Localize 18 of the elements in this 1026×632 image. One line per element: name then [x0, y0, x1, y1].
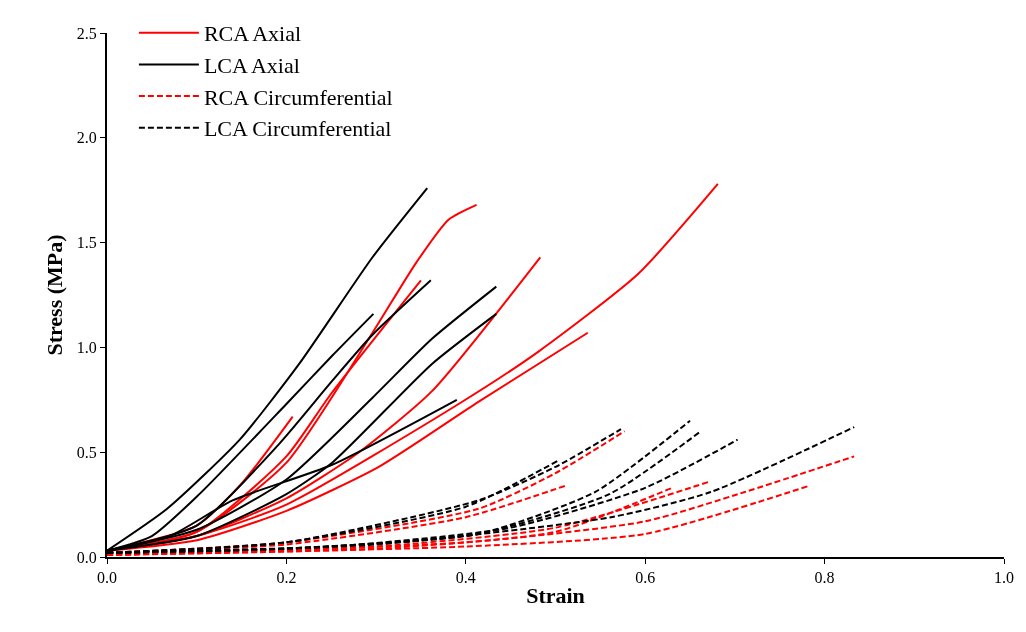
y-tick-label: 0.5	[76, 443, 97, 461]
y-tick-label: 2.0	[76, 129, 97, 147]
y-tick-label: 0.0	[76, 548, 97, 566]
legend-label: LCA Circumferential	[203, 116, 392, 142]
x-tick-label: 0.4	[455, 569, 476, 587]
y-axis-title: Stress (MPa)	[42, 234, 68, 356]
y-tick-label: 2.5	[76, 24, 97, 42]
x-tick-label: 1.0	[994, 569, 1014, 587]
y-tick-label: 1.0	[76, 339, 97, 356]
x-tick-label: 0.2	[276, 569, 297, 587]
x-axis-title: Strain	[526, 582, 585, 608]
legend-label: RCA Axial	[203, 21, 302, 47]
legend-label: LCA Axial	[203, 53, 300, 79]
x-tick-label: 0.0	[97, 569, 117, 587]
x-tick-label: 0.8	[814, 569, 835, 587]
x-tick-label: 0.6	[635, 569, 656, 587]
legend-label: RCA Circumferential	[203, 84, 393, 110]
y-tick-label: 1.5	[76, 234, 97, 252]
